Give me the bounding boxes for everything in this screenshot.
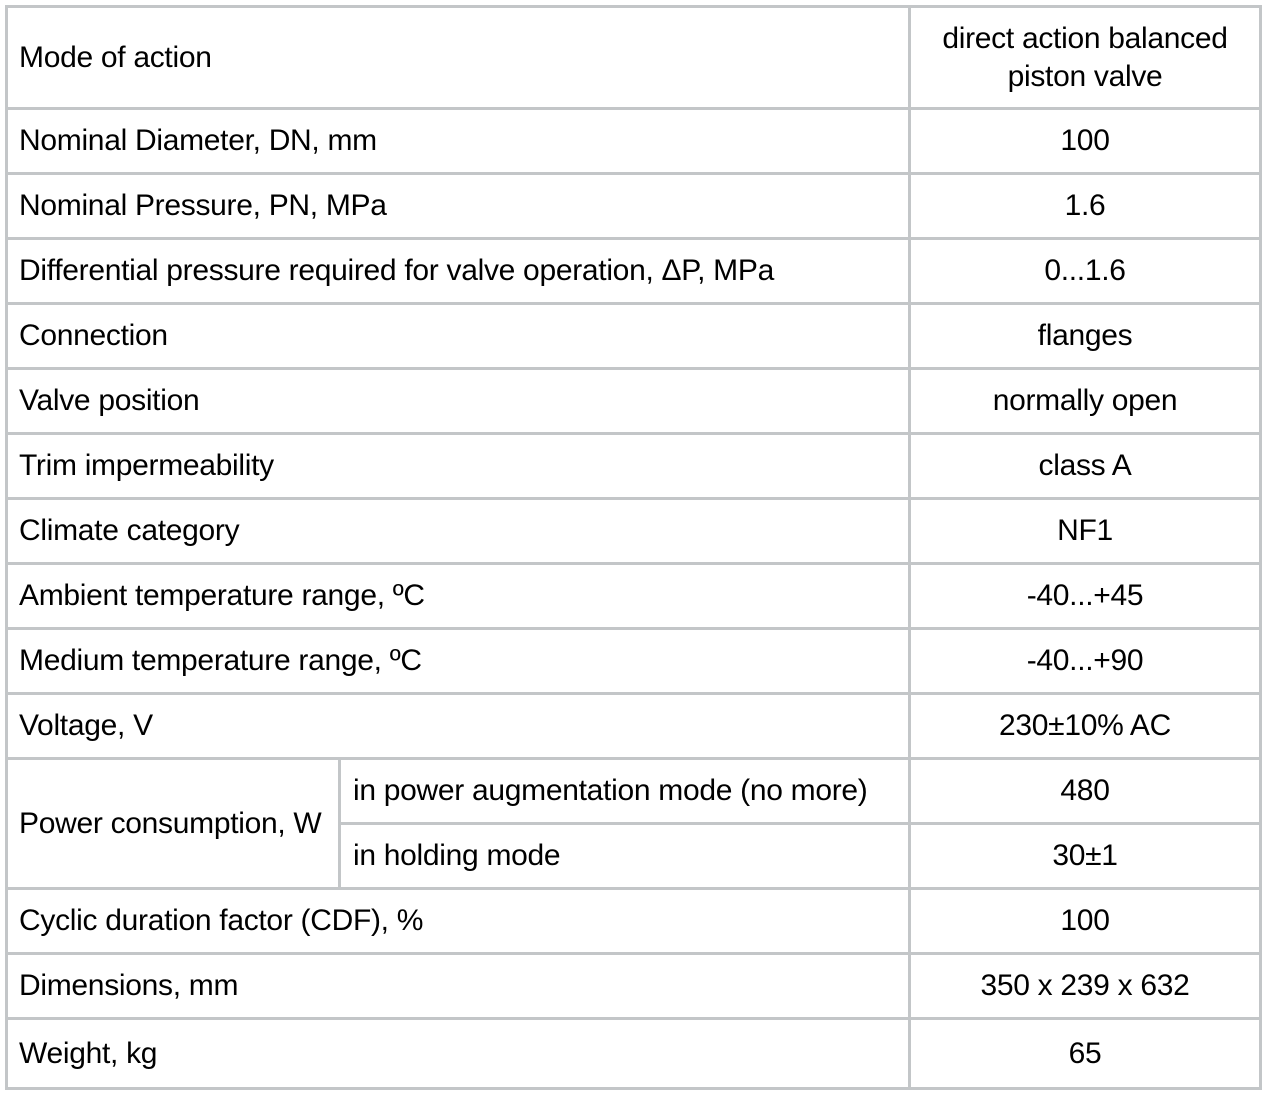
spec-label-nominal-diameter: Nominal Diameter, DN, mm [5,107,911,175]
spec-value-medium-temperature: -40...+90 [908,627,1262,695]
table-row: in holding mode 30±1 [7,822,1262,890]
spec-value-trim-impermeability: class A [908,432,1262,500]
table-row: Nominal Diameter, DN, mm 100 [5,107,1262,175]
spec-value-cyclic-duration-factor: 100 [908,887,1262,955]
spec-table: Mode of action direct action balanced pi… [5,5,1262,1090]
spec-label-power-consumption: Power consumption, W [5,757,341,890]
spec-label-climate-category: Climate category [5,497,911,565]
table-row: Nominal Pressure, PN, MPa 1.6 [5,172,1262,240]
table-row: Connection flanges [5,302,1262,370]
table-row: Valve position normally open [5,367,1262,435]
spec-value-voltage: 230±10% AC [908,692,1262,760]
table-row: Voltage, V 230±10% AC [5,692,1262,760]
spec-label-ambient-temperature: Ambient temperature range, ºC [5,562,911,630]
spec-value-mode-of-action: direct action balanced piston valve [908,5,1262,110]
table-row: Cyclic duration factor (CDF), % 100 [5,887,1262,955]
table-row: Power consumption, W in power augmentati… [5,757,1262,890]
spec-value-differential-pressure: 0...1.6 [908,237,1262,305]
spec-label-medium-temperature: Medium temperature range, ºC [5,627,911,695]
spec-label-nominal-pressure: Nominal Pressure, PN, MPa [5,172,911,240]
table-row: Ambient temperature range, ºC -40...+45 [5,562,1262,630]
spec-value-dimensions: 350 x 239 x 632 [908,952,1262,1020]
table-row: Differential pressure required for valve… [5,237,1262,305]
spec-value-weight: 65 [908,1017,1262,1090]
spec-value-holding-mode: 30±1 [908,822,1262,890]
spec-label-cyclic-duration-factor: Cyclic duration factor (CDF), % [5,887,911,955]
spec-label-connection: Connection [5,302,911,370]
spec-label-valve-position: Valve position [5,367,911,435]
spec-value-connection: flanges [908,302,1262,370]
spec-value-valve-position: normally open [908,367,1262,435]
spec-label-differential-pressure: Differential pressure required for valve… [5,237,911,305]
table-row: Trim impermeability class A [5,432,1262,500]
spec-label-voltage: Voltage, V [5,692,911,760]
table-row: Climate category NF1 [5,497,1262,565]
spec-sublabel-holding-mode: in holding mode [338,822,911,890]
spec-sublabel-power-augmentation-mode: in power augmentation mode (no more) [338,757,911,825]
table-row: Mode of action direct action balanced pi… [5,5,1262,110]
table-row: Dimensions, mm 350 x 239 x 632 [5,952,1262,1020]
spec-value-nominal-diameter: 100 [908,107,1262,175]
spec-value-climate-category: NF1 [908,497,1262,565]
spec-label-mode-of-action: Mode of action [5,5,911,110]
spec-label-trim-impermeability: Trim impermeability [5,432,911,500]
table-row: Weight, kg 65 [5,1017,1262,1090]
spec-value-nominal-pressure: 1.6 [908,172,1262,240]
spec-value-ambient-temperature: -40...+45 [908,562,1262,630]
spec-label-dimensions: Dimensions, mm [5,952,911,1020]
spec-value-power-augmentation-mode: 480 [908,757,1262,825]
table-row: Medium temperature range, ºC -40...+90 [5,627,1262,695]
spec-label-weight: Weight, kg [5,1017,911,1090]
